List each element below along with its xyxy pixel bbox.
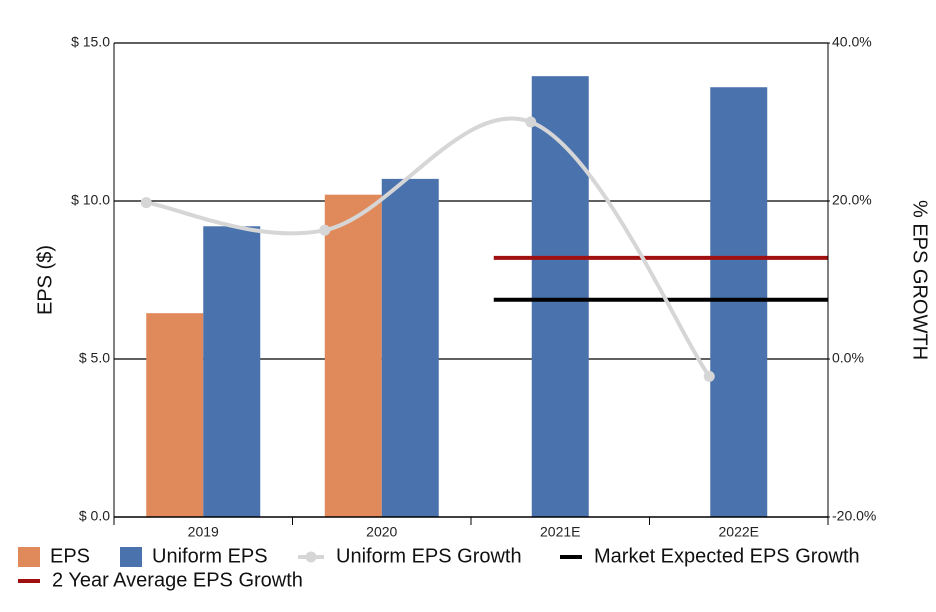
legend-swatch-eps <box>18 547 40 567</box>
left-tick-label: $ 5.0 <box>79 350 110 366</box>
bar-eps <box>324 194 382 517</box>
right-tick-label: 40.0% <box>832 34 872 50</box>
legend-swatch-dot <box>305 551 317 563</box>
growth-point <box>140 197 152 209</box>
x-tick-label: 2021E <box>540 524 580 540</box>
bar-uniform-eps <box>203 226 261 517</box>
line-uniform-eps-growth <box>145 116 711 378</box>
growth-line-series <box>140 116 715 382</box>
x-tick-label: 2020 <box>366 524 397 540</box>
left-tick-label: $ 10.0 <box>71 192 110 208</box>
right-tick-label: 0.0% <box>832 350 864 366</box>
legend-label-2-year-average-eps-growth: 2 Year Average EPS Growth <box>52 569 303 591</box>
right-tick-label: -20.0% <box>832 508 876 524</box>
left-tick-label: $ 15.0 <box>71 34 110 50</box>
bar-uniform-eps <box>381 178 439 517</box>
legend-label-eps: EPS <box>50 545 90 567</box>
left-tick-label: $ 0.0 <box>79 508 110 524</box>
bar-uniform-eps <box>531 76 589 518</box>
legend-label-market-expected-eps-growth: Market Expected EPS Growth <box>594 545 860 567</box>
growth-point <box>703 370 715 382</box>
axes <box>113 42 830 525</box>
growth-point <box>525 116 537 128</box>
x-tick-label: 2022E <box>719 524 759 540</box>
right-axis-title: % EPS GROWTH <box>909 200 931 360</box>
legend-label-uniform-eps-growth: Uniform EPS Growth <box>336 545 522 567</box>
left-axis-title: EPS ($) <box>34 245 56 315</box>
legend-swatch-uniform-eps <box>120 547 142 567</box>
tick-labels: $ 0.0 $ 5.0 $ 10.0 $ 15.0 -20.0% 0.0% 20.0% 40.… <box>71 34 876 540</box>
legend-label-uniform-eps: Uniform EPS <box>152 545 268 567</box>
legend: EPS Uniform EPS Uniform EPS Growth Market E… <box>18 545 860 591</box>
bar-uniform-eps <box>710 87 768 518</box>
growth-point <box>319 224 331 236</box>
reference-lines <box>493 255 828 302</box>
bar-series <box>146 76 768 518</box>
right-tick-label: 20.0% <box>832 192 872 208</box>
bar-eps <box>146 313 204 517</box>
x-tick-label: 2019 <box>188 524 219 540</box>
